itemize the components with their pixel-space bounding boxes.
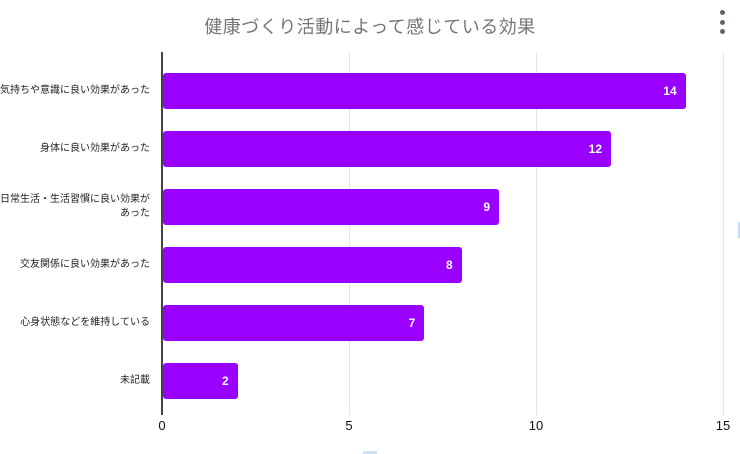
x-tick-label: 5 — [345, 418, 353, 433]
category-axis-line — [161, 52, 163, 415]
legend-swatch-fragment — [363, 451, 377, 454]
category-label: 気持ちや意識に良い効果があった — [0, 85, 150, 96]
category-label: 心身状態などを維持している — [20, 317, 150, 328]
chart-row: 9 — [163, 178, 723, 236]
category-axis-labels: 気持ちや意識に良い効果があった身体に良い効果があった日常生活・生活習慣に良い効果… — [0, 62, 157, 410]
chart-row: 7 — [163, 294, 723, 352]
chart-row: 2 — [163, 352, 723, 410]
bar-6[interactable]: 2 — [163, 363, 238, 399]
bar-2[interactable]: 12 — [163, 131, 611, 167]
bar-1[interactable]: 14 — [163, 73, 686, 109]
bar-value-label: 12 — [588, 142, 602, 156]
chart-row: 8 — [163, 236, 723, 294]
bar-3[interactable]: 9 — [163, 189, 499, 225]
x-tick-label: 10 — [528, 418, 544, 433]
x-tick-label: 15 — [715, 418, 731, 433]
category-label: 日常生活・生活習慣に良い効果があった — [0, 194, 150, 219]
category-label: 交友関係に良い効果があった — [20, 259, 150, 270]
bar-value-label: 14 — [663, 84, 677, 98]
category-label: 身体に良い効果があった — [40, 143, 150, 154]
x-tick-label: 0 — [158, 418, 166, 433]
gridline — [349, 52, 350, 415]
chart-title: 健康づくり活動によって感じている効果 — [204, 17, 536, 37]
bar-5[interactable]: 7 — [163, 305, 425, 341]
chart-row: 14 — [163, 62, 723, 120]
bar-value-label: 7 — [408, 316, 416, 330]
gridline — [723, 52, 724, 415]
category-label: 未記載 — [120, 375, 150, 386]
bar-value-label: 2 — [221, 374, 229, 388]
plot-area: 14 12 9 8 7 2 — [163, 62, 723, 410]
kebab-menu-icon[interactable] — [715, 8, 729, 36]
value-axis-labels: 0 5 10 15 — [158, 418, 730, 434]
kebab-dot — [719, 10, 725, 15]
bar-value-label: 9 — [483, 200, 490, 214]
kebab-dot — [719, 29, 725, 34]
gridline — [536, 52, 537, 415]
kebab-dot — [719, 19, 725, 25]
right-edge-fragment — [738, 222, 740, 238]
bar-value-label: 8 — [445, 258, 453, 272]
bar-4[interactable]: 8 — [163, 247, 462, 283]
chart-row: 12 — [163, 120, 723, 178]
plot-gridlines — [161, 52, 724, 415]
